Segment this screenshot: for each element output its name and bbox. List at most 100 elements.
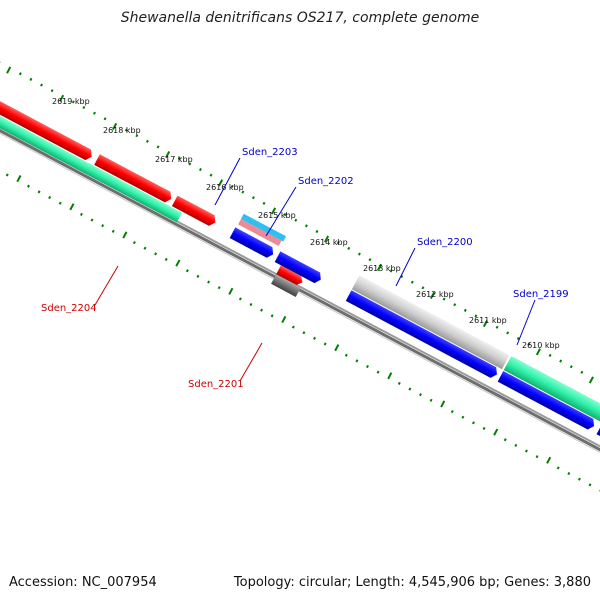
kbp-label: 2611 kbp [469,316,507,325]
major-tick [546,456,552,464]
minor-tick [93,111,96,115]
minor-tick [50,89,54,93]
major-tick [376,263,383,271]
major-tick [112,122,118,131]
minor-tick [132,241,136,245]
minor-tick [135,134,139,138]
kbp-label: 2614 kbp [310,238,348,247]
major-tick [535,348,541,356]
minor-tick [400,274,404,279]
gene-label-sden-2200[interactable]: Sden_2200 [417,237,473,248]
gene-block-blue[interactable] [274,251,324,285]
gene-block-sden-2201[interactable] [276,265,305,287]
minor-tick [453,303,457,307]
minor-tick [5,173,9,177]
minor-tick [355,359,359,363]
gene-block-blue[interactable] [497,371,597,431]
minor-tick [145,139,149,143]
minor-tick [577,477,581,481]
gene-label-sden-2204[interactable]: Sden_2204 [41,303,97,314]
minor-tick [241,190,245,194]
gene-block-red[interactable] [0,88,95,163]
minor-tick [103,117,107,121]
minor-tick [336,241,340,245]
gene-label-leaders [94,157,536,382]
minor-tick [230,184,234,188]
minor-tick [580,370,584,374]
gene-block-teal[interactable] [503,356,600,422]
minor-tick [302,331,306,335]
gene-label-group: Sden_2203 Sden_2202 Sden_2200 Sden_2199 … [41,147,569,390]
gene-label-sden-2202[interactable]: Sden_2202 [298,176,354,187]
minor-tick [251,196,255,200]
minor-tick [291,325,295,329]
kbp-label: 2618 kbp [103,126,141,135]
minor-tick [101,224,105,228]
minor-tick [323,342,327,346]
minor-tick [347,246,351,250]
minor-tick [26,184,30,188]
gene-label-sden-2199[interactable]: Sden_2199 [513,289,569,300]
topology-text: Topology: circular; Length: 4,545,906 bp… [233,575,591,590]
lower-feature-track [229,213,600,477]
kbp-label: 2619 kbp [52,97,90,106]
minor-tick [29,77,33,81]
minor-tick [58,201,62,205]
minor-tick [442,297,446,301]
gene-label-sden-2203[interactable]: Sden_2203 [242,147,298,158]
outer-tick-track [0,60,594,384]
minor-tick [410,280,414,284]
major-tick [69,203,75,211]
minor-tick [357,252,361,256]
major-tick [429,291,436,300]
map-title: Shewanella denitrificans OS217, complete… [120,10,480,26]
gene-block-light-gray[interactable] [351,275,510,370]
gene-label-sden-2201[interactable]: Sden_2201 [188,379,244,390]
minor-tick [143,246,147,250]
minor-tick [79,212,83,216]
minor-tick [524,449,528,453]
minor-tick [270,314,274,318]
minor-tick [461,415,465,419]
minor-tick [156,145,160,149]
minor-tick [503,438,507,442]
minor-tick [283,213,287,217]
minor-tick [304,224,308,228]
minor-tick [260,308,264,312]
minor-tick [37,190,41,194]
gene-block-pink[interactable] [238,219,282,246]
upper-feature-track [0,88,305,297]
minor-tick [556,466,560,470]
accession-text: Accession: NC_007954 [9,575,157,590]
gene-block-dark-gray[interactable] [271,274,301,297]
major-tick [165,151,171,159]
gene-block-teal[interactable] [0,100,183,223]
minor-tick [82,105,86,110]
gene-block-blue[interactable] [345,290,500,379]
minor-tick [90,218,94,222]
minor-tick [154,252,158,256]
minor-tick [198,167,202,172]
kbp-label-group: 2619 kbp 2618 kbp 2617 kbp 2616 kbp 2615… [52,97,560,350]
minor-tick [514,443,518,447]
minor-tick [397,381,401,385]
major-tick [122,231,128,239]
gene-block-cyan[interactable] [240,213,287,242]
gene-block-red[interactable] [171,195,218,228]
minor-tick [249,302,253,307]
minor-tick [506,331,510,335]
leader-line [94,265,119,306]
kbp-label: 2612 kbp [416,290,454,299]
minor-tick [559,359,563,363]
minor-tick [527,342,531,346]
minor-tick [207,280,211,284]
minor-tick [196,274,200,278]
minor-tick [40,83,43,87]
minor-tick [185,269,189,273]
minor-tick [344,353,348,357]
gene-block-red[interactable] [94,154,174,204]
major-tick [228,287,234,295]
leader-line [214,157,241,206]
gene-block-blue[interactable] [229,227,276,259]
major-tick [334,344,340,352]
